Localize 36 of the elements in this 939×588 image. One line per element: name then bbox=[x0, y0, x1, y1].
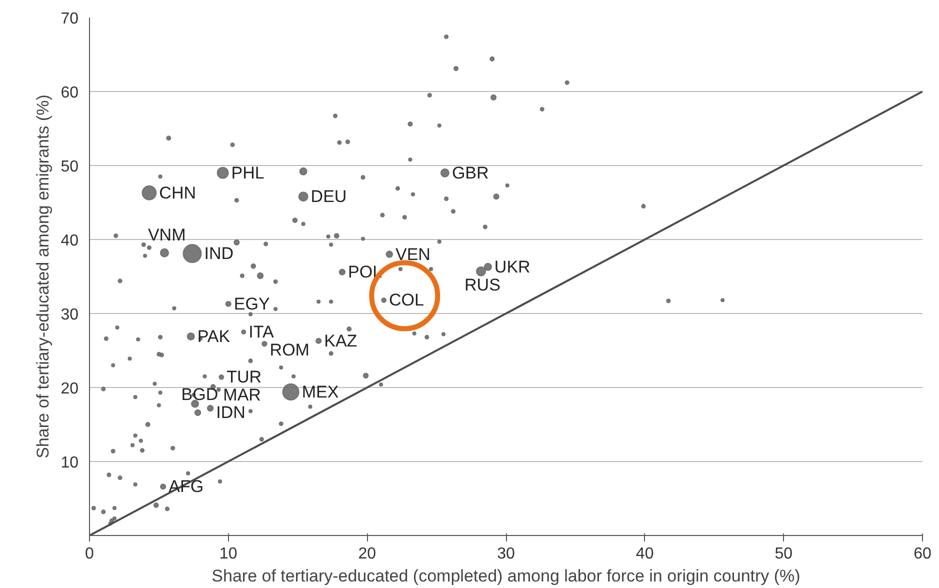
x-tick-label: 20 bbox=[358, 546, 376, 562]
y-tick-label: 70 bbox=[60, 10, 79, 28]
annotation: TUR bbox=[226, 368, 262, 387]
x-tick-label: 0 bbox=[85, 546, 94, 562]
annotation: BGD bbox=[181, 385, 218, 404]
x-axis-title: Share of tertiary-educated (completed) among labor force in origin country (%) bbox=[212, 566, 800, 586]
annotation: RUS bbox=[464, 275, 500, 294]
x-tick-label: 10 bbox=[219, 546, 238, 562]
y-tick-label: 20 bbox=[60, 380, 79, 398]
annotation: MAR bbox=[223, 385, 261, 404]
annotation: IDN bbox=[216, 403, 246, 422]
x-tick-label: 40 bbox=[636, 546, 654, 562]
annotation: IND bbox=[204, 244, 234, 264]
annotation: PAK bbox=[197, 326, 231, 346]
y-axis-title: Share of tertiary-educated among emigrants (%) bbox=[34, 94, 53, 458]
y-tick-label: 10 bbox=[60, 454, 79, 472]
y-tick-label: 40 bbox=[60, 232, 79, 250]
y-tick-label: 60 bbox=[60, 84, 79, 102]
x-tick-label: 30 bbox=[497, 546, 515, 562]
annotation: VEN bbox=[396, 244, 430, 264]
annotation: ROM bbox=[270, 340, 310, 360]
annotation: DEU bbox=[310, 187, 347, 206]
annotation: PHL bbox=[231, 163, 264, 182]
y-tick-label: 50 bbox=[60, 158, 79, 176]
annotation: MEX bbox=[302, 382, 339, 402]
x-tick-label: 60 bbox=[914, 546, 932, 562]
annotation: ITA bbox=[248, 322, 274, 342]
annotation: UKR bbox=[494, 257, 530, 276]
annotation: VNM bbox=[148, 225, 186, 244]
annotation: KAZ bbox=[324, 331, 358, 350]
x-tick-label: 50 bbox=[774, 546, 793, 562]
annotation: EGY bbox=[234, 294, 270, 314]
annotation: GBR bbox=[452, 163, 489, 182]
annotation: CHN bbox=[159, 183, 196, 202]
annotation: COL bbox=[389, 290, 424, 310]
y-tick-label: 30 bbox=[60, 306, 79, 324]
